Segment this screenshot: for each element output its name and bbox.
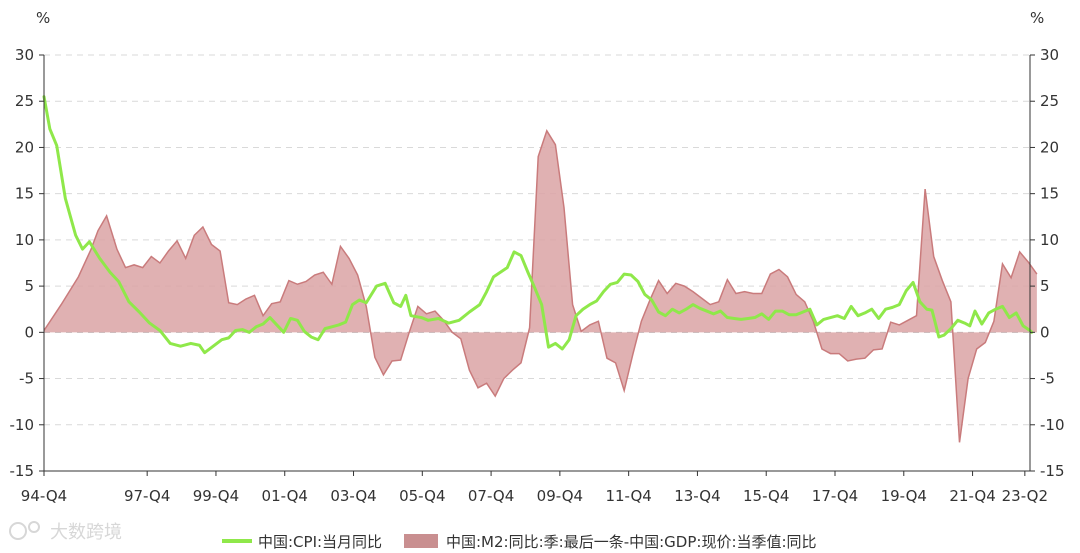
left-tick-label: -15: [10, 462, 35, 480]
x-axis-ticks: 94-Q4 97-Q4 99-Q4 01-Q4 03-Q4 05-Q4 07-Q4 09-Q4…: [21, 471, 1048, 505]
x-tick-label: 21-Q4: [949, 487, 995, 505]
right-tick-label: -5: [1040, 370, 1055, 388]
x-tick-label: 19-Q4: [881, 487, 927, 505]
right-tick-label: 10: [1040, 231, 1059, 249]
legend-swatch-m2-gdp: [404, 534, 438, 548]
right-tick-label: 20: [1040, 138, 1059, 156]
x-tick-label: 23-Q2: [1002, 487, 1048, 505]
m2-gdp-area-line: [43, 129, 1038, 443]
watermark-text: 大数跨境: [50, 522, 122, 543]
right-tick-label: -15: [1040, 462, 1065, 480]
cpi-line: [42, 95, 1034, 355]
right-axis-unit: %: [1030, 9, 1044, 27]
legend-label-cpi: 中国:CPI:当月同比: [258, 533, 382, 551]
x-tick-label: 05-Q4: [399, 487, 445, 505]
left-tick-label: -10: [10, 416, 35, 434]
left-tick-label: 15: [15, 185, 34, 203]
left-tick-label: 0: [24, 323, 34, 341]
x-tick-label: 09-Q4: [537, 487, 583, 505]
left-tick-label: 25: [15, 92, 34, 110]
x-tick-label: 94-Q4: [21, 487, 67, 505]
watermark-logo-dot-icon: [28, 521, 40, 533]
left-tick-label: 5: [24, 277, 34, 295]
legend-item-m2-gdp: 中国:M2:同比:季:最后一条-中国:GDP:现价:当季值:同比: [404, 533, 817, 551]
x-tick-label: 13-Q4: [674, 487, 720, 505]
legend-item-cpi: 中国:CPI:当月同比: [222, 533, 382, 551]
x-tick-label: 01-Q4: [262, 487, 308, 505]
left-tick-label: 30: [15, 46, 34, 64]
right-tick-label: -10: [1040, 416, 1065, 434]
left-axis-unit: %: [36, 9, 50, 27]
right-tick-label: 25: [1040, 92, 1059, 110]
x-tick-label: 03-Q4: [330, 487, 376, 505]
x-tick-label: 17-Q4: [812, 487, 858, 505]
axes: [43, 55, 1031, 472]
x-tick-label: 11-Q4: [605, 487, 651, 505]
watermark: 大数跨境: [9, 521, 122, 543]
x-tick-label: 15-Q4: [743, 487, 789, 505]
x-tick-label: 07-Q4: [468, 487, 514, 505]
x-tick-label: 99-Q4: [193, 487, 239, 505]
right-tick-label: 0: [1040, 323, 1050, 341]
watermark-logo-icon: [9, 522, 27, 540]
right-tick-label: 5: [1040, 277, 1050, 295]
left-tick-label: 20: [15, 138, 34, 156]
left-tick-label: 10: [15, 231, 34, 249]
legend-label-m2-gdp: 中国:M2:同比:季:最后一条-中国:GDP:现价:当季值:同比: [446, 533, 817, 551]
x-tick-label: 97-Q4: [124, 487, 170, 505]
right-tick-label: 15: [1040, 185, 1059, 203]
left-tick-label: -5: [19, 370, 34, 388]
right-y-axis-ticks: -15 -10 -5 0 5 10 15 20 25 30: [1030, 46, 1065, 480]
right-tick-label: 30: [1040, 46, 1059, 64]
m2-gdp-area-fill: [44, 130, 1037, 443]
area-series-layer: [43, 129, 1038, 443]
left-y-axis-ticks: -15 -10 -5 0 5 10 15 20 25 30: [10, 46, 44, 480]
legend: 中国:CPI:当月同比 中国:M2:同比:季:最后一条-中国:GDP:现价:当季…: [222, 533, 817, 551]
line-series-layer: [42, 95, 1034, 355]
